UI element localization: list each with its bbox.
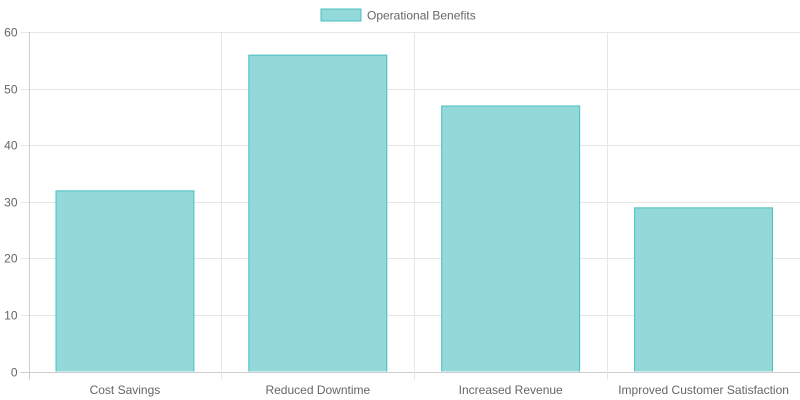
y-tick-label: 20 xyxy=(4,252,18,266)
y-tick-label: 30 xyxy=(4,196,18,210)
x-tick-label: Improved Customer Satisfaction xyxy=(618,383,789,397)
bars xyxy=(55,54,773,372)
bar[interactable] xyxy=(55,190,195,372)
x-axis: Cost Savings Reduced Downtime Increased Re… xyxy=(90,383,789,397)
y-tick-label: 10 xyxy=(4,309,18,323)
legend-label: Operational Benefits xyxy=(367,9,476,23)
x-tick-label: Increased Revenue xyxy=(459,383,563,397)
bar[interactable] xyxy=(248,54,388,372)
y-tick-label: 40 xyxy=(4,139,18,153)
legend[interactable]: Operational Benefits xyxy=(320,8,476,23)
bar[interactable] xyxy=(441,105,581,372)
x-tick-label: Reduced Downtime xyxy=(265,383,370,397)
y-axis: 0 10 20 30 40 50 60 xyxy=(4,26,18,380)
bar-border xyxy=(55,190,195,372)
bar[interactable] xyxy=(634,207,773,372)
y-tick-label: 50 xyxy=(4,83,18,97)
y-tick-label: 0 xyxy=(11,366,18,380)
bar-border xyxy=(634,207,773,372)
bar-border xyxy=(441,105,581,372)
bar-border xyxy=(248,54,388,372)
y-tick-label: 60 xyxy=(4,26,18,40)
x-tick-label: Cost Savings xyxy=(90,383,161,397)
legend-swatch xyxy=(320,8,362,22)
